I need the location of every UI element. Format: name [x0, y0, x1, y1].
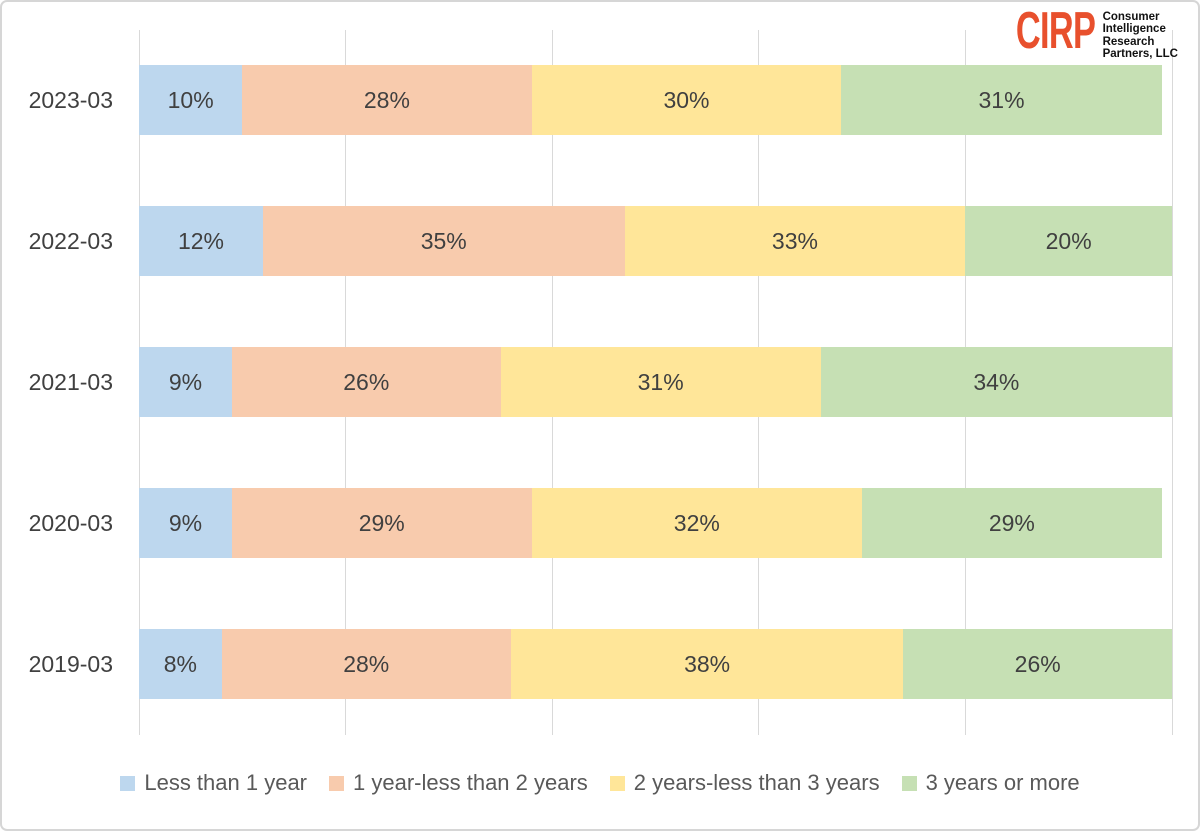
- legend-label: 3 years or more: [925, 770, 1080, 795]
- bar-stack: 9% 26% 31% 34%: [139, 347, 1172, 417]
- data-label: 31%: [637, 368, 684, 395]
- data-label: 28%: [343, 650, 390, 677]
- data-label: 38%: [684, 650, 731, 677]
- bar-row: 2020-03 9% 29% 32% 29%: [29, 453, 1172, 594]
- data-label: 32%: [673, 509, 720, 536]
- data-label: 26%: [1014, 650, 1061, 677]
- bar-segment: 31%: [841, 65, 1162, 135]
- bar-segment: 26%: [903, 629, 1172, 699]
- bar-stack: 9% 29% 32% 29%: [139, 488, 1172, 558]
- data-label: 28%: [363, 86, 410, 113]
- legend-item: 1 year-less than 2 years: [329, 770, 588, 796]
- legend-swatch-icon: [329, 775, 345, 791]
- data-label: 35%: [420, 227, 467, 254]
- bar-segment: 33%: [624, 206, 966, 276]
- bar-stack: 12% 35% 33% 20%: [139, 206, 1172, 276]
- legend-label: 2 years-less than 3 years: [633, 770, 880, 795]
- bar-segment: 29%: [231, 488, 532, 558]
- bar-segment: 8%: [139, 629, 222, 699]
- legend-item: 2 years-less than 3 years: [609, 770, 880, 796]
- bar-segment: 35%: [262, 206, 625, 276]
- data-label: 26%: [343, 368, 390, 395]
- cirp-org-line: Research: [1102, 35, 1155, 48]
- data-label: 9%: [168, 509, 203, 536]
- bar-row: 2019-03 8% 28% 38% 26%: [29, 594, 1172, 735]
- legend-label: 1 year-less than 2 years: [353, 770, 588, 795]
- gridline: [1171, 30, 1173, 735]
- data-label: 29%: [988, 509, 1035, 536]
- category-label: 2020-03: [28, 510, 113, 536]
- bar-segment: 29%: [862, 488, 1162, 558]
- cirp-org-line: Consumer: [1102, 11, 1160, 23]
- data-label: 33%: [771, 227, 818, 254]
- bar-segment: 10%: [139, 65, 243, 135]
- cirp-org-line: Intelligence: [1102, 23, 1166, 36]
- data-label: 29%: [358, 509, 405, 536]
- bar-stack: 8% 28% 38% 26%: [139, 629, 1172, 699]
- legend-swatch-icon: [120, 775, 136, 791]
- bar-row: 2023-03 10% 28% 30% 31%: [29, 30, 1172, 171]
- legend: Less than 1 year 1 year-less than 2 years…: [2, 752, 1198, 814]
- bar-segment: 38%: [510, 629, 904, 699]
- data-label: 30%: [663, 86, 710, 113]
- data-label: 34%: [973, 368, 1020, 395]
- data-label: 31%: [978, 86, 1025, 113]
- bar-segment: 30%: [531, 65, 842, 135]
- legend-swatch-icon: [901, 775, 917, 791]
- data-label: 8%: [163, 650, 197, 677]
- data-label: 12%: [177, 227, 224, 254]
- bar-segment: 28%: [221, 629, 511, 699]
- bar-row: 2022-03 12% 35% 33% 20%: [29, 171, 1172, 312]
- cirp-org-line: Partners, LLC: [1102, 47, 1178, 60]
- bar-segment: 34%: [820, 347, 1172, 417]
- legend-item: 3 years or more: [901, 770, 1080, 796]
- category-label: 2019-03: [28, 651, 113, 677]
- bar-segment: 12%: [139, 206, 263, 276]
- cirp-logo-org: Consumer Intelligence Research Partners,…: [1103, 9, 1178, 60]
- category-label: 2021-03: [28, 369, 113, 395]
- bar-segment: 20%: [965, 206, 1172, 276]
- data-label: 20%: [1045, 227, 1092, 254]
- bar-segment: 32%: [531, 488, 863, 558]
- legend-swatch-icon: [609, 775, 625, 791]
- bar-segment: 9%: [139, 347, 232, 417]
- plot-area: 2023-03 10% 28% 30% 31% 2022-03 12% 35% 33% 20% 20…: [29, 30, 1173, 735]
- bar-stack: 10% 28% 30% 31%: [139, 65, 1172, 135]
- cirp-logo-text: CIRP: [1016, 2, 1096, 60]
- bar-row: 2021-03 9% 26% 31% 34%: [29, 312, 1172, 453]
- bar-segment: 31%: [500, 347, 821, 417]
- category-label: 2023-03: [28, 87, 113, 113]
- bar-segment: 9%: [139, 488, 232, 558]
- category-label: 2022-03: [28, 228, 113, 254]
- data-label: 9%: [168, 368, 203, 395]
- data-label: 10%: [167, 86, 214, 113]
- cirp-logo: CIRP Consumer Intelligence Research Part…: [975, 2, 1178, 60]
- bar-segment: 26%: [231, 347, 501, 417]
- legend-label: Less than 1 year: [144, 770, 308, 795]
- legend-item: Less than 1 year: [120, 770, 307, 796]
- bar-segment: 28%: [242, 65, 532, 135]
